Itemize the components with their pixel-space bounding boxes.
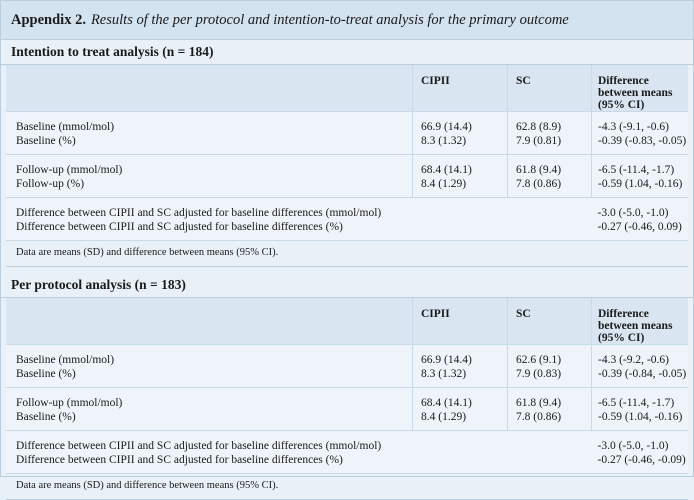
cell-value: -0.27 (-0.46, 0.09) bbox=[597, 221, 682, 233]
title-text: Results of the per protocol and intentio… bbox=[90, 11, 569, 28]
cell-value: 8.3 (1.32) bbox=[421, 368, 467, 380]
cell-value: -4.3 (-9.1, -0.6) bbox=[598, 121, 669, 133]
header-cipii: CIPII bbox=[412, 65, 508, 112]
itt-table: CIPII SC Difference between means (95% C… bbox=[6, 65, 688, 267]
header-blank bbox=[6, 298, 413, 345]
cell-value: 68.4 (14.1) bbox=[421, 397, 472, 409]
cell-value: -3.0 (-5.0, -1.0) bbox=[597, 207, 669, 219]
table-header-row: CIPII SC Difference between means (95% C… bbox=[6, 298, 688, 345]
section-heading-per-protocol: Per protocol analysis (n = 183) bbox=[1, 273, 693, 298]
row-label: Baseline (%) bbox=[16, 135, 76, 147]
row-label: Baseline (mmol/mol) bbox=[16, 354, 115, 366]
table-row: Baseline (mmol/mol) Baseline (%) 66.9 (14… bbox=[6, 111, 688, 155]
row-label: Difference between CIPII and SC adjusted… bbox=[16, 440, 382, 452]
section-heading-itt: Intention to treat analysis (n = 184) bbox=[1, 40, 693, 65]
table-note: Data are means (SD) and difference betwe… bbox=[6, 240, 688, 267]
header-cipii: CIPII bbox=[412, 298, 508, 345]
header-sc: SC bbox=[507, 298, 592, 345]
cell-value: -0.39 (-0.84, -0.05) bbox=[598, 368, 687, 380]
row-label: Follow-up (mmol/mol) bbox=[16, 397, 123, 409]
cell-value: 8.3 (1.32) bbox=[421, 135, 467, 147]
cell-value: 62.6 (9.1) bbox=[516, 354, 562, 366]
table-note-row: Data are means (SD) and difference betwe… bbox=[6, 473, 688, 500]
cell-value: -0.39 (-0.83, -0.05) bbox=[598, 135, 687, 147]
header-difference: Difference between means (95% CI) bbox=[591, 65, 688, 112]
cell-value: 66.9 (14.4) bbox=[421, 354, 472, 366]
cell-value: 7.9 (0.83) bbox=[516, 368, 562, 380]
cell-value: 68.4 (14.1) bbox=[421, 164, 472, 176]
cell-value: -4.3 (-9.2, -0.6) bbox=[598, 354, 669, 366]
header-blank bbox=[6, 65, 413, 112]
row-label: Baseline (mmol/mol) bbox=[16, 121, 115, 133]
row-label: Baseline (%) bbox=[16, 411, 76, 423]
cell-value: 7.8 (0.86) bbox=[516, 411, 562, 423]
cell-value: -0.59 (1.04, -0.16) bbox=[598, 411, 683, 423]
cell-value: 66.9 (14.4) bbox=[421, 121, 472, 133]
title-label: Appendix 2. bbox=[11, 11, 86, 28]
row-label: Baseline (%) bbox=[16, 368, 76, 380]
table-note: Data are means (SD) and difference betwe… bbox=[6, 473, 688, 500]
cell-value: -3.0 (-5.0, -1.0) bbox=[597, 440, 669, 452]
cell-value: 7.9 (0.81) bbox=[516, 135, 562, 147]
cell-value: 7.8 (0.86) bbox=[516, 178, 562, 190]
cell-value: -6.5 (-11.4, -1.7) bbox=[598, 397, 675, 409]
table-row: Follow-up (mmol/mol) Baseline (%) 68.4 (1… bbox=[6, 387, 688, 431]
cell-value: 61.8 (9.4) bbox=[516, 397, 562, 409]
table-row: Follow-up (mmol/mol) Follow-up (%) 68.4 (… bbox=[6, 154, 688, 198]
table-row: Difference between CIPII and SC adjusted… bbox=[6, 197, 688, 241]
table-title: Appendix 2. Results of the per protocol … bbox=[1, 1, 693, 40]
cell-value: 8.4 (1.29) bbox=[421, 178, 467, 190]
row-label: Difference between CIPII and SC adjusted… bbox=[16, 221, 343, 233]
cell-value: 62.8 (8.9) bbox=[516, 121, 562, 133]
cell-value: -0.59 (1.04, -0.16) bbox=[598, 178, 683, 190]
table-note-row: Data are means (SD) and difference betwe… bbox=[6, 240, 688, 267]
cell-value: 61.8 (9.4) bbox=[516, 164, 562, 176]
table-row: Difference between CIPII and SC adjusted… bbox=[6, 430, 688, 474]
header-sc: SC bbox=[507, 65, 592, 112]
cell-value: -0.27 (-0.46, -0.09) bbox=[597, 454, 686, 466]
row-label: Follow-up (%) bbox=[16, 178, 85, 190]
header-difference: Difference between means (95% CI) bbox=[591, 298, 688, 345]
per-protocol-table: CIPII SC Difference between means (95% C… bbox=[6, 298, 688, 500]
row-label: Difference between CIPII and SC adjusted… bbox=[16, 207, 382, 219]
row-label: Difference between CIPII and SC adjusted… bbox=[16, 454, 343, 466]
table-header-row: CIPII SC Difference between means (95% C… bbox=[6, 65, 688, 112]
cell-value: -6.5 (-11.4, -1.7) bbox=[598, 164, 675, 176]
table-row: Baseline (mmol/mol) Baseline (%) 66.9 (14… bbox=[6, 344, 688, 388]
row-label: Follow-up (mmol/mol) bbox=[16, 164, 123, 176]
cell-value: 8.4 (1.29) bbox=[421, 411, 467, 423]
